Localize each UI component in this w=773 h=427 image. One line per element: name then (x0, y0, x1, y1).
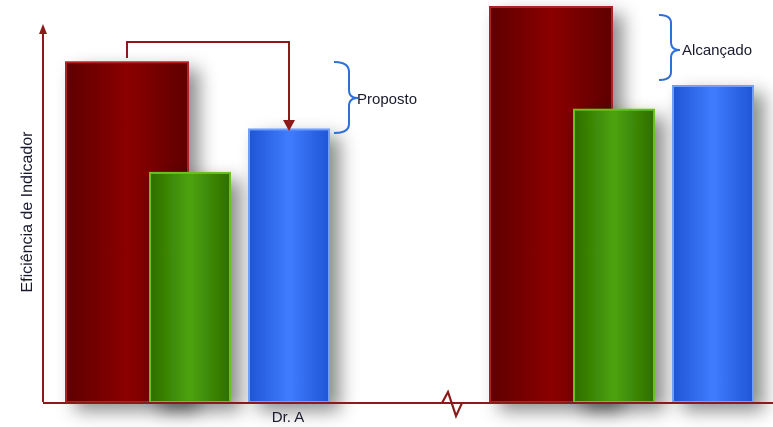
blue-bar-group-2 (672, 85, 754, 403)
x-axis-break-marker (440, 389, 464, 419)
proposto-brace (333, 61, 359, 134)
target-arrow (126, 41, 290, 124)
green-bar-group-2 (573, 108, 655, 403)
bars-layer (65, 6, 754, 404)
target-arrow-head (283, 120, 295, 131)
x-tick-label-group-1: Dr. A (272, 409, 305, 426)
alcancado-brace (658, 14, 681, 81)
blue-bar-group-1 (248, 128, 330, 403)
proposto-label: Proposto (357, 91, 417, 108)
green-bar-group-1 (149, 171, 231, 403)
y-axis-arrow (39, 24, 47, 34)
y-axis-label: Eficiência de Indicador (19, 131, 36, 293)
alcancado-label: Alcançado (682, 42, 752, 59)
